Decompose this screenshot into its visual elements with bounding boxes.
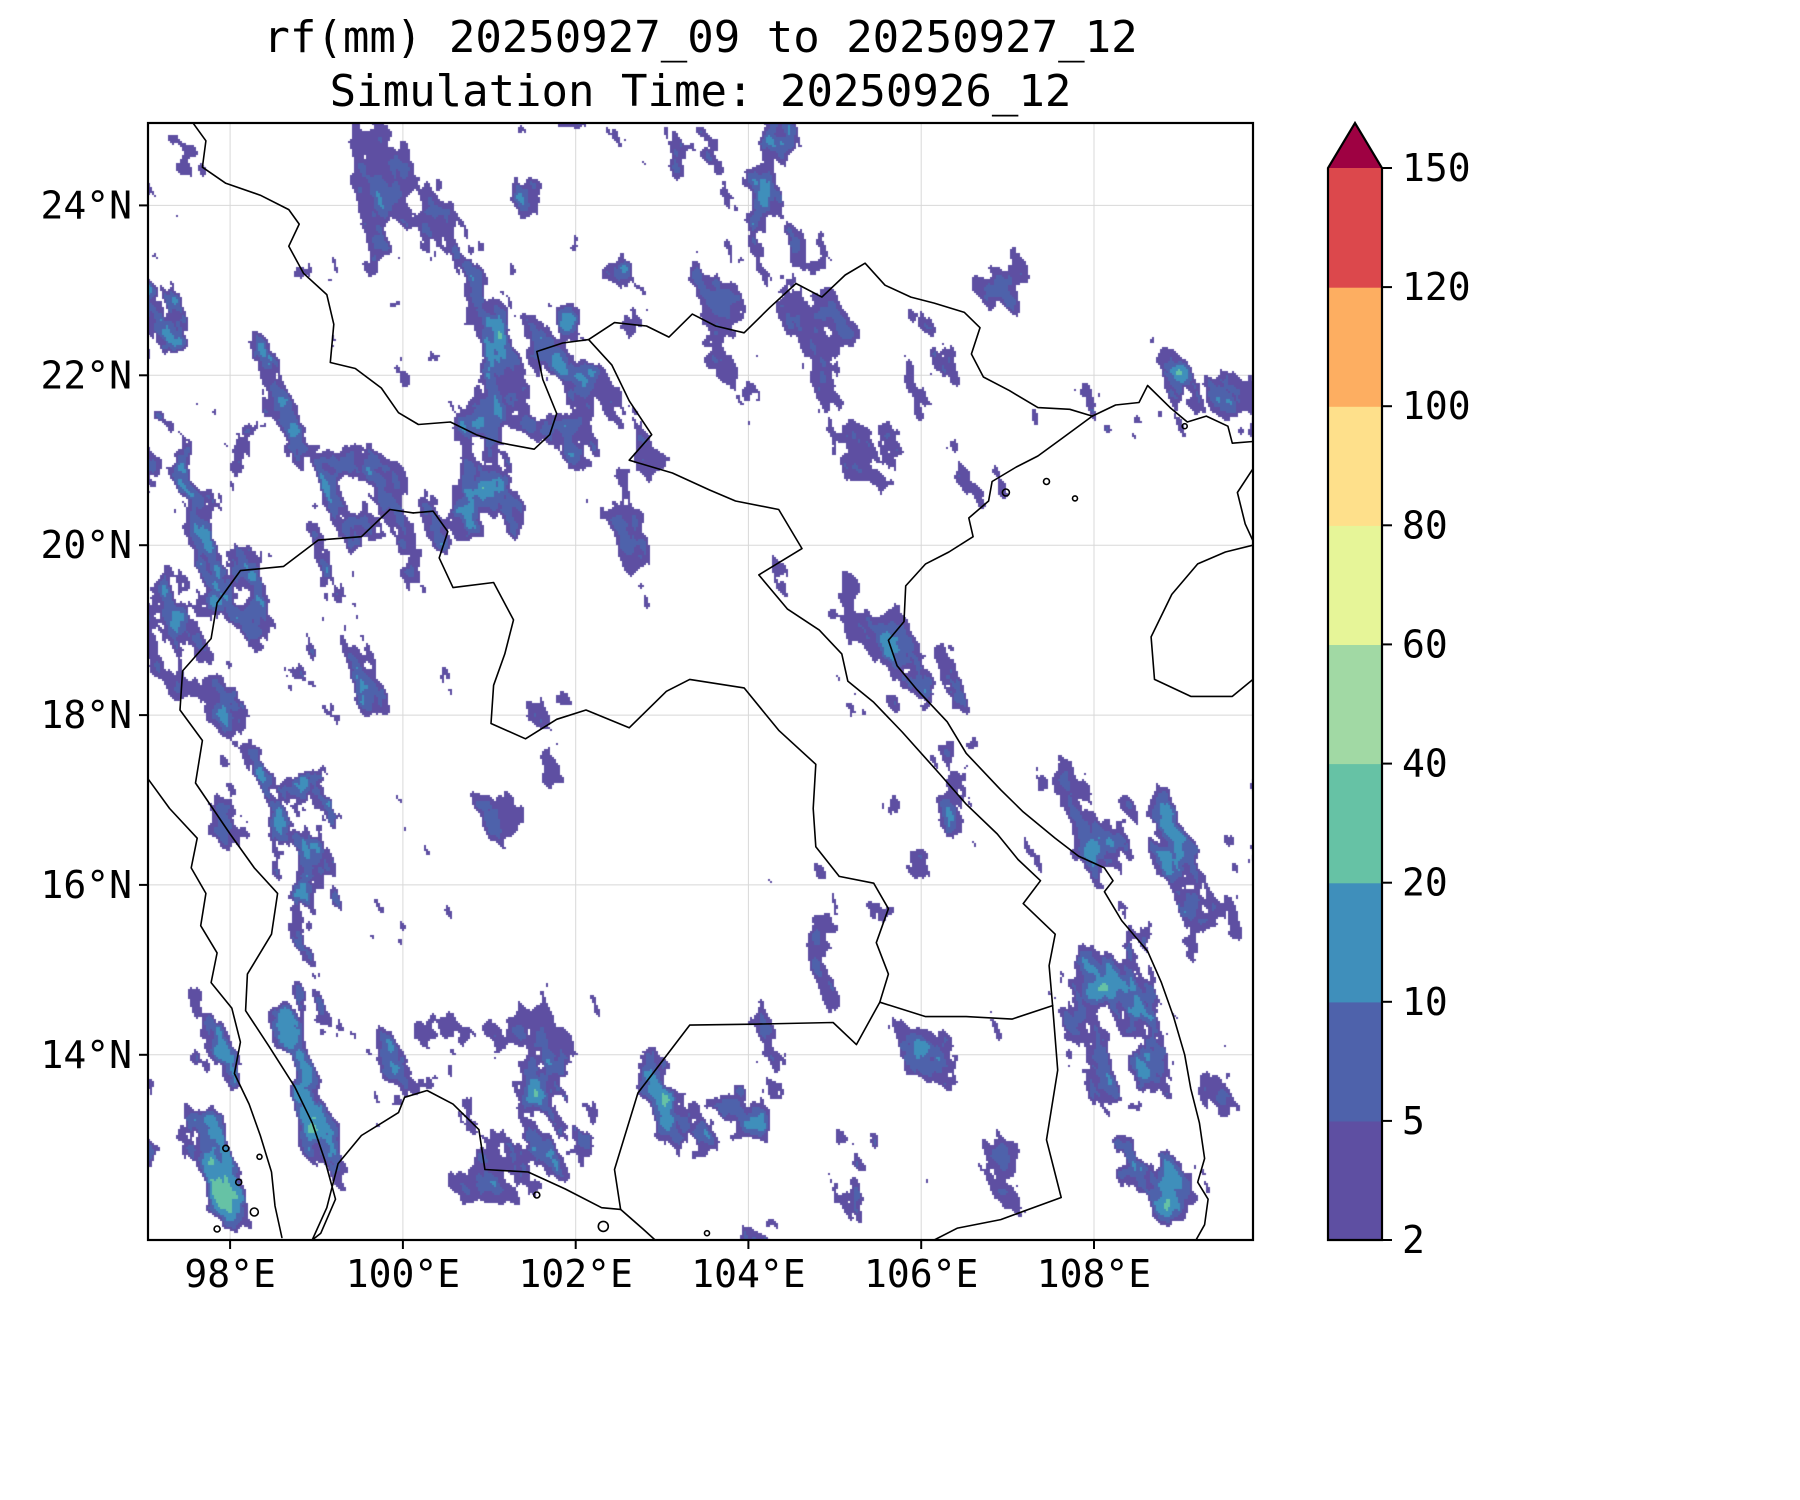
rainfall-field (148, 123, 1253, 1240)
colorbar-segment (1328, 1001, 1382, 1122)
x-axis-tick-label: 102°E (519, 1252, 633, 1296)
colorbar-extend-triangle (1328, 123, 1382, 168)
colorbar-segment (1328, 287, 1382, 407)
plot-title: rf(mm) 20250927_09 to 20250927_12 (263, 12, 1138, 63)
colorbar-tick-label: 120 (1402, 265, 1471, 309)
y-axis-tick-label: 18°N (40, 693, 132, 737)
colorbar-tick-label: 5 (1402, 1099, 1425, 1143)
colorbar-tick-label: 150 (1402, 146, 1471, 190)
y-axis-tick-label: 16°N (40, 863, 132, 907)
colorbar-segment (1328, 644, 1382, 765)
plot-subtitle: Simulation Time: 20250926_12 (329, 66, 1072, 117)
colorbar-tick-label: 60 (1402, 622, 1448, 666)
colorbar-outline (1326, 120, 1384, 1242)
colorbar-tick-label: 20 (1402, 861, 1448, 905)
colorbar-segment (1328, 525, 1382, 645)
colorbar-tick-label: 40 (1402, 742, 1448, 786)
colorbar-segment (1328, 168, 1382, 288)
y-axis-tick-label: 22°N (40, 353, 132, 397)
colorbar-tick-label: 80 (1402, 503, 1448, 547)
colorbar-tick-label: 100 (1402, 384, 1471, 428)
colorbar-tick-label: 10 (1402, 980, 1448, 1024)
x-axis-tick-label: 104°E (691, 1252, 805, 1296)
y-axis-tick-label: 20°N (40, 523, 132, 567)
y-axis-tick-label: 24°N (40, 183, 132, 227)
colorbar-segment (1328, 882, 1382, 1003)
colorbar: 2 5 10 20 40 60 80 100 120 150 (1326, 120, 1471, 1262)
colorbar-segment (1328, 406, 1382, 526)
x-axis-tick-label: 98°E (184, 1252, 276, 1296)
x-axis-tick-label: 108°E (1037, 1252, 1151, 1296)
x-axis-tick-label: 100°E (346, 1252, 460, 1296)
colorbar-segment (1328, 763, 1382, 884)
colorbar-segment (1328, 1120, 1382, 1241)
colorbar-tick-label: 2 (1402, 1218, 1425, 1262)
y-axis-tick-label: 14°N (40, 1033, 132, 1077)
x-axis-tick-label: 106°E (864, 1252, 978, 1296)
